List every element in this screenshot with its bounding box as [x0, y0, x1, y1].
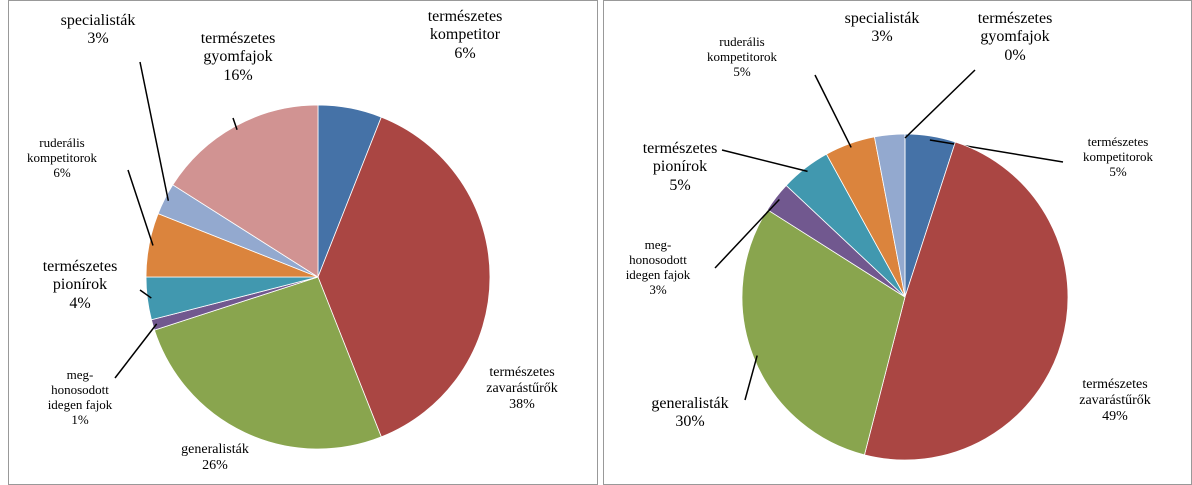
slice-value-label: 6%: [454, 44, 476, 62]
slice-value-label: 1%: [71, 411, 89, 427]
pie-slice: [863, 141, 1069, 461]
leader-line: [232, 117, 238, 131]
slice-label: specialisták: [844, 10, 920, 27]
leader-line: [721, 149, 808, 173]
slice-label: generalisták: [181, 442, 249, 457]
pie-slice: [741, 209, 906, 456]
slice-value-label: 4%: [69, 294, 91, 312]
slice-label: természetes zavarástűrők: [486, 365, 558, 397]
slice-value-label: 38%: [509, 397, 535, 413]
slice-value-label: 3%: [87, 30, 109, 48]
slice-label: generalisták: [651, 395, 729, 412]
slice-label: természetes kompetitorok: [1082, 134, 1154, 164]
slice-value-label: 6%: [53, 164, 71, 180]
slice-value-label: 3%: [871, 28, 893, 46]
leader-line: [114, 323, 158, 379]
slice-value-label: 16%: [223, 66, 253, 84]
leader-line: [139, 61, 170, 201]
leader-line: [814, 74, 852, 148]
slice-label: természetes zavarástűrők: [1079, 377, 1151, 409]
slice-label: természetes gyomfajok: [200, 30, 276, 66]
slice-value-label: 49%: [1102, 409, 1128, 425]
slice-label: természetes pionírok: [42, 258, 118, 294]
slice-value-label: 30%: [675, 413, 705, 431]
leader-line: [714, 199, 780, 269]
leader-line: [744, 355, 758, 401]
slice-value-label: 26%: [202, 458, 228, 474]
slice-value-label: 5%: [669, 176, 691, 194]
leader-line: [929, 139, 1064, 163]
slice-label: természetes kompetitor: [427, 8, 503, 44]
slice-label: ruderális kompetitorok: [706, 34, 778, 64]
slice-value-label: 0%: [1004, 46, 1026, 64]
pie-slice: [153, 276, 382, 450]
slice-label: ruderális kompetitorok: [26, 135, 98, 165]
leader-line: [139, 289, 152, 299]
slice-value-label: 5%: [733, 63, 751, 79]
leader-line: [127, 169, 154, 246]
pie-slice: [317, 116, 491, 438]
slice-value-label: 3%: [649, 281, 667, 297]
slice-label: meg- honosodott idegen fajok: [625, 237, 691, 282]
slice-label: természetes gyomfajok: [977, 10, 1053, 46]
slice-value-label: 5%: [1109, 163, 1127, 179]
slice-label: specialisták: [60, 12, 136, 29]
slice-label: természetes pionírok: [642, 140, 718, 176]
leader-line: [904, 69, 976, 139]
slice-label: meg- honosodott idegen fajok: [47, 367, 113, 412]
